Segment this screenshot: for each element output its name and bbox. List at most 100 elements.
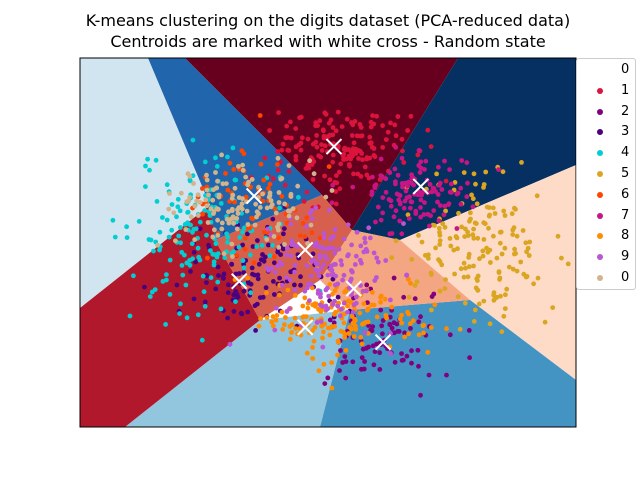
data-point — [248, 290, 254, 296]
data-point — [392, 166, 398, 172]
data-point — [439, 187, 445, 192]
data-point — [369, 144, 375, 150]
legend: 0 1 2 3 4 5 6 7 8 9 0 — [576, 58, 636, 290]
data-point — [151, 248, 156, 254]
data-point — [220, 274, 226, 280]
data-point — [343, 359, 349, 364]
data-point — [255, 276, 261, 282]
data-point — [372, 154, 378, 160]
data-point — [421, 330, 426, 336]
data-point — [276, 235, 282, 241]
data-point — [408, 321, 413, 326]
data-point — [335, 303, 341, 309]
data-point — [276, 200, 282, 205]
data-point — [422, 253, 428, 258]
data-point — [361, 321, 366, 326]
data-point — [333, 128, 339, 134]
data-point — [131, 273, 136, 279]
legend-entry: 4 — [577, 143, 637, 163]
data-point — [200, 211, 206, 217]
data-point — [408, 113, 414, 119]
data-point — [290, 206, 296, 212]
data-point — [350, 269, 355, 275]
data-point — [498, 229, 504, 235]
legend-entry: 6 — [577, 185, 637, 205]
data-point — [339, 306, 344, 312]
data-point — [338, 348, 343, 353]
data-point — [298, 274, 303, 280]
data-point — [304, 350, 310, 356]
data-point — [502, 245, 508, 251]
data-point — [388, 198, 394, 204]
data-point — [366, 225, 372, 231]
data-point — [318, 302, 323, 308]
data-point — [305, 136, 311, 142]
data-point — [341, 300, 347, 306]
data-point — [213, 286, 219, 292]
data-point — [260, 294, 266, 300]
data-point — [404, 272, 410, 278]
data-point — [301, 314, 307, 319]
data-point — [401, 205, 407, 211]
data-point — [565, 261, 571, 267]
data-point — [475, 287, 481, 293]
data-point — [124, 224, 129, 230]
legend-entry: 8 — [577, 226, 637, 246]
data-point — [311, 257, 317, 263]
data-point — [471, 171, 477, 177]
data-point — [414, 279, 420, 285]
data-point — [518, 259, 524, 265]
legend-entry: 5 — [577, 164, 637, 184]
data-point — [219, 152, 225, 158]
data-point — [208, 206, 214, 212]
data-point — [455, 246, 460, 252]
data-point — [167, 257, 173, 263]
data-point — [245, 225, 251, 231]
data-point — [267, 253, 273, 258]
data-point — [271, 234, 277, 239]
title-line: K-means clustering on the digits dataset… — [85, 11, 571, 30]
data-point — [227, 341, 233, 347]
data-point — [429, 189, 435, 195]
data-point — [335, 294, 341, 300]
data-point — [364, 288, 369, 294]
data-point — [396, 329, 402, 334]
data-point — [330, 276, 336, 282]
data-point — [407, 194, 412, 200]
data-point — [443, 277, 448, 282]
data-point — [462, 300, 468, 306]
data-point — [406, 311, 412, 317]
data-point — [330, 246, 336, 251]
legend-label: 5 — [621, 166, 630, 181]
data-point — [193, 226, 199, 232]
data-point — [188, 214, 194, 220]
data-point — [184, 260, 190, 266]
data-point — [174, 282, 180, 288]
data-point — [276, 110, 281, 115]
data-point — [459, 224, 464, 230]
data-point — [189, 241, 195, 247]
data-point — [345, 303, 350, 309]
data-point — [277, 275, 282, 281]
data-point — [171, 210, 177, 216]
data-point — [277, 292, 282, 298]
data-point — [348, 276, 354, 282]
data-point — [520, 228, 526, 233]
data-point — [184, 315, 190, 321]
data-point — [408, 199, 414, 205]
data-point — [218, 306, 224, 312]
data-point — [323, 194, 329, 200]
legend-marker — [597, 67, 603, 73]
data-point — [279, 176, 285, 181]
data-point — [393, 238, 399, 244]
data-point — [371, 250, 377, 256]
legend-marker — [597, 129, 603, 136]
data-point — [226, 220, 232, 226]
data-point — [397, 200, 403, 206]
data-point — [418, 214, 423, 220]
centroid-marker — [296, 241, 314, 259]
data-point — [321, 262, 326, 268]
data-point — [245, 222, 251, 227]
data-point — [389, 231, 395, 236]
data-point — [337, 186, 343, 192]
